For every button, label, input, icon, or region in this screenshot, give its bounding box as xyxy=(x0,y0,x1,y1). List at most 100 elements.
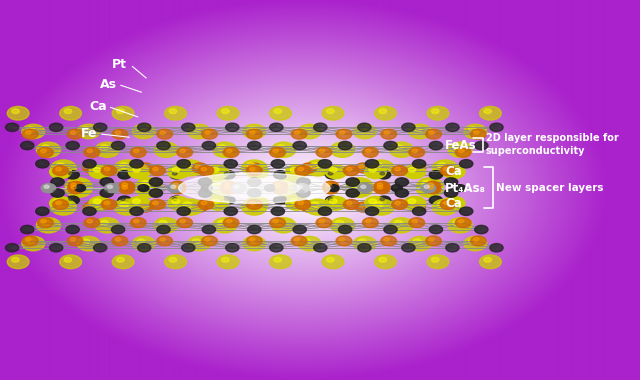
Circle shape xyxy=(408,236,431,251)
Circle shape xyxy=(295,166,310,176)
Circle shape xyxy=(184,125,189,128)
Circle shape xyxy=(432,160,458,176)
Circle shape xyxy=(95,142,120,157)
Circle shape xyxy=(41,149,46,153)
Circle shape xyxy=(394,220,403,226)
Circle shape xyxy=(346,168,352,171)
Circle shape xyxy=(41,220,46,223)
Circle shape xyxy=(440,200,456,209)
Circle shape xyxy=(248,127,255,132)
Circle shape xyxy=(149,178,163,186)
Circle shape xyxy=(427,255,449,269)
Circle shape xyxy=(170,184,186,194)
Circle shape xyxy=(157,141,170,150)
Circle shape xyxy=(115,199,140,215)
Circle shape xyxy=(132,236,156,251)
Circle shape xyxy=(66,171,79,179)
Circle shape xyxy=(129,196,150,210)
Circle shape xyxy=(458,220,464,223)
Text: 2D layer responsible for
superconductivity: 2D layer responsible for superconductivi… xyxy=(486,133,618,157)
Circle shape xyxy=(112,106,134,120)
Circle shape xyxy=(330,218,355,233)
Circle shape xyxy=(122,183,127,187)
Circle shape xyxy=(274,257,282,262)
Circle shape xyxy=(413,239,421,244)
Circle shape xyxy=(398,179,403,182)
Circle shape xyxy=(365,165,387,179)
Circle shape xyxy=(282,181,291,187)
Circle shape xyxy=(389,142,413,157)
Circle shape xyxy=(432,143,436,146)
Circle shape xyxy=(172,172,177,175)
Circle shape xyxy=(122,186,127,189)
Circle shape xyxy=(77,186,81,188)
Circle shape xyxy=(136,180,163,197)
Circle shape xyxy=(54,199,61,204)
Circle shape xyxy=(7,106,29,120)
Circle shape xyxy=(404,245,409,248)
Circle shape xyxy=(224,160,237,168)
Circle shape xyxy=(26,239,35,244)
Circle shape xyxy=(243,236,266,251)
Circle shape xyxy=(250,143,255,146)
Circle shape xyxy=(38,218,53,228)
Circle shape xyxy=(49,244,63,252)
Circle shape xyxy=(271,218,296,233)
Circle shape xyxy=(188,236,211,251)
Text: As: As xyxy=(100,78,117,91)
Circle shape xyxy=(477,143,482,146)
Circle shape xyxy=(250,168,255,171)
Circle shape xyxy=(54,190,58,193)
Circle shape xyxy=(205,238,211,241)
Circle shape xyxy=(93,123,107,131)
Circle shape xyxy=(180,220,186,223)
Circle shape xyxy=(429,171,443,179)
Circle shape xyxy=(221,196,235,204)
Circle shape xyxy=(170,181,186,191)
Circle shape xyxy=(168,165,189,179)
Circle shape xyxy=(422,184,431,189)
Circle shape xyxy=(369,199,376,204)
Circle shape xyxy=(159,143,164,146)
Circle shape xyxy=(269,244,283,252)
Circle shape xyxy=(56,163,65,168)
Circle shape xyxy=(273,220,278,223)
Circle shape xyxy=(351,184,361,189)
Circle shape xyxy=(211,167,219,172)
Circle shape xyxy=(157,236,173,246)
Circle shape xyxy=(149,189,163,197)
Circle shape xyxy=(246,202,255,207)
Circle shape xyxy=(201,190,206,193)
Circle shape xyxy=(286,165,308,179)
Circle shape xyxy=(65,180,92,197)
Circle shape xyxy=(173,183,179,187)
Circle shape xyxy=(108,185,113,188)
Circle shape xyxy=(36,218,61,233)
Circle shape xyxy=(217,255,239,269)
Circle shape xyxy=(140,245,145,248)
Circle shape xyxy=(100,220,108,226)
Circle shape xyxy=(404,125,409,128)
Circle shape xyxy=(412,220,417,223)
Circle shape xyxy=(228,125,233,128)
Circle shape xyxy=(77,124,100,139)
Circle shape xyxy=(160,131,166,135)
Circle shape xyxy=(26,127,35,132)
Circle shape xyxy=(396,189,408,197)
Circle shape xyxy=(202,185,212,192)
Circle shape xyxy=(206,180,232,197)
Circle shape xyxy=(396,178,408,186)
Text: Fe: Fe xyxy=(81,127,97,140)
Circle shape xyxy=(246,200,262,209)
Circle shape xyxy=(377,186,383,189)
Circle shape xyxy=(38,161,43,164)
Circle shape xyxy=(227,149,232,153)
Circle shape xyxy=(246,166,262,176)
Circle shape xyxy=(180,161,184,164)
Circle shape xyxy=(8,245,13,248)
Circle shape xyxy=(12,109,19,114)
Circle shape xyxy=(358,127,366,132)
Circle shape xyxy=(170,171,183,179)
Circle shape xyxy=(50,165,72,179)
Circle shape xyxy=(221,184,237,194)
